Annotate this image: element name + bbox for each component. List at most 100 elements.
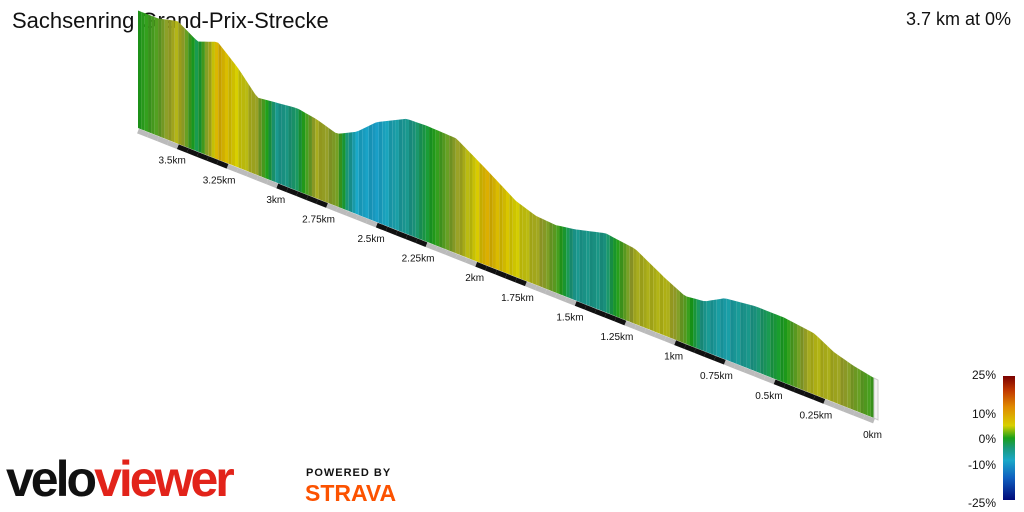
axis-strip-segment bbox=[385, 226, 398, 236]
axis-strip-segment bbox=[564, 297, 577, 306]
profile-segment bbox=[285, 105, 289, 188]
profile-segment bbox=[372, 122, 376, 222]
profile-segment bbox=[238, 68, 242, 169]
profile-segment bbox=[499, 183, 503, 272]
profile-segment bbox=[338, 133, 343, 209]
profile-segment bbox=[720, 298, 724, 359]
profile-segment bbox=[251, 88, 256, 175]
profile-segment bbox=[776, 314, 781, 382]
profile-segment bbox=[713, 299, 717, 357]
axis-strip-segment bbox=[534, 285, 547, 295]
profile-segment bbox=[194, 38, 199, 152]
axis-strip-segment bbox=[405, 234, 418, 244]
axis-strip-segment bbox=[773, 379, 786, 389]
profile-segment bbox=[696, 299, 701, 350]
axis-strip-segment bbox=[694, 348, 706, 357]
profile-segment bbox=[144, 13, 149, 132]
axis-strip-segment bbox=[723, 359, 736, 369]
axis-strip-segment bbox=[336, 207, 348, 216]
profile-segment bbox=[365, 125, 369, 219]
profile-segment bbox=[566, 227, 570, 299]
profile-segment bbox=[201, 41, 205, 155]
profile-segment bbox=[522, 205, 527, 281]
profile-segment bbox=[723, 298, 727, 360]
profile-segment bbox=[659, 273, 664, 335]
profile-segment bbox=[362, 127, 366, 218]
profile-segment bbox=[161, 18, 165, 139]
profile-segment bbox=[452, 136, 456, 254]
axis-strip-segment bbox=[176, 144, 189, 153]
profile-segment bbox=[609, 235, 614, 316]
profile-segment bbox=[843, 359, 848, 408]
profile-segment bbox=[643, 256, 647, 329]
axis-strip-segment bbox=[196, 152, 209, 161]
distance-tick-label: 1.5km bbox=[556, 312, 583, 323]
profile-segment bbox=[405, 118, 409, 235]
profile-segment bbox=[235, 64, 239, 168]
profile-segment bbox=[328, 127, 333, 205]
profile-segment bbox=[402, 118, 406, 234]
axis-strip-segment bbox=[206, 156, 219, 165]
profile-segment bbox=[810, 331, 814, 395]
profile-segment bbox=[766, 310, 771, 378]
profile-segment bbox=[492, 176, 496, 270]
profile-segment bbox=[676, 288, 680, 342]
axis-strip-segment bbox=[216, 160, 229, 169]
axis-strip-segment bbox=[156, 136, 169, 146]
profile-segment bbox=[509, 193, 513, 276]
axis-strip-segment bbox=[186, 148, 199, 157]
profile-segment bbox=[857, 368, 861, 413]
profile-segment bbox=[633, 247, 637, 325]
profile-segment bbox=[576, 229, 580, 302]
profile-segment bbox=[495, 179, 500, 271]
profile-segment bbox=[439, 131, 443, 248]
axis-strip-segment bbox=[803, 391, 816, 400]
profile-segment bbox=[790, 320, 794, 387]
profile-segment bbox=[807, 329, 811, 393]
profile-segment bbox=[502, 186, 506, 273]
profile-segment bbox=[174, 20, 179, 144]
profile-segment bbox=[683, 294, 687, 345]
profile-segment bbox=[733, 300, 737, 364]
profile-segment bbox=[716, 298, 721, 358]
profile-segment bbox=[298, 109, 302, 193]
profile-segment bbox=[301, 110, 306, 194]
profile-segment bbox=[629, 246, 634, 324]
axis-strip-segment bbox=[375, 222, 388, 232]
profile-segment bbox=[823, 342, 828, 400]
profile-segment bbox=[445, 133, 450, 251]
profile-segment bbox=[378, 121, 383, 225]
profile-segment bbox=[258, 97, 262, 177]
profile-segment bbox=[867, 374, 871, 417]
profile-segment bbox=[606, 233, 610, 314]
axis-strip-segment bbox=[704, 352, 716, 361]
axis-strip-segment bbox=[147, 132, 159, 142]
profile-segment bbox=[248, 83, 252, 173]
profile-segment bbox=[636, 250, 640, 326]
veloviewer-logo: veloviewer bbox=[6, 450, 235, 508]
distance-tick-label: 0.75km bbox=[700, 371, 733, 382]
axis-strip-segment bbox=[445, 250, 458, 259]
profile-segment bbox=[241, 73, 246, 171]
profile-segment bbox=[863, 372, 868, 416]
profile-segment bbox=[181, 24, 185, 147]
profile-segment bbox=[616, 238, 620, 318]
axis-strip-segment bbox=[276, 183, 289, 193]
profile-segment bbox=[435, 129, 440, 247]
profile-segment bbox=[485, 168, 490, 267]
profile-segment bbox=[512, 197, 517, 277]
axis-strip-segment bbox=[345, 210, 358, 220]
axis-strip-segment bbox=[326, 203, 338, 212]
axis-strip-segment bbox=[743, 367, 756, 377]
axis-strip-segment bbox=[763, 375, 776, 385]
profile-segment bbox=[623, 242, 627, 321]
profile-segment bbox=[519, 203, 523, 280]
profile-segment bbox=[596, 232, 600, 310]
profile-segment bbox=[221, 47, 225, 163]
distance-tick-label: 2.75km bbox=[302, 214, 335, 225]
profile-segment bbox=[686, 296, 690, 346]
profile-segment bbox=[308, 114, 312, 197]
axis-strip-segment bbox=[236, 167, 249, 177]
profile-segment bbox=[820, 339, 824, 399]
profile-segment bbox=[368, 124, 373, 221]
